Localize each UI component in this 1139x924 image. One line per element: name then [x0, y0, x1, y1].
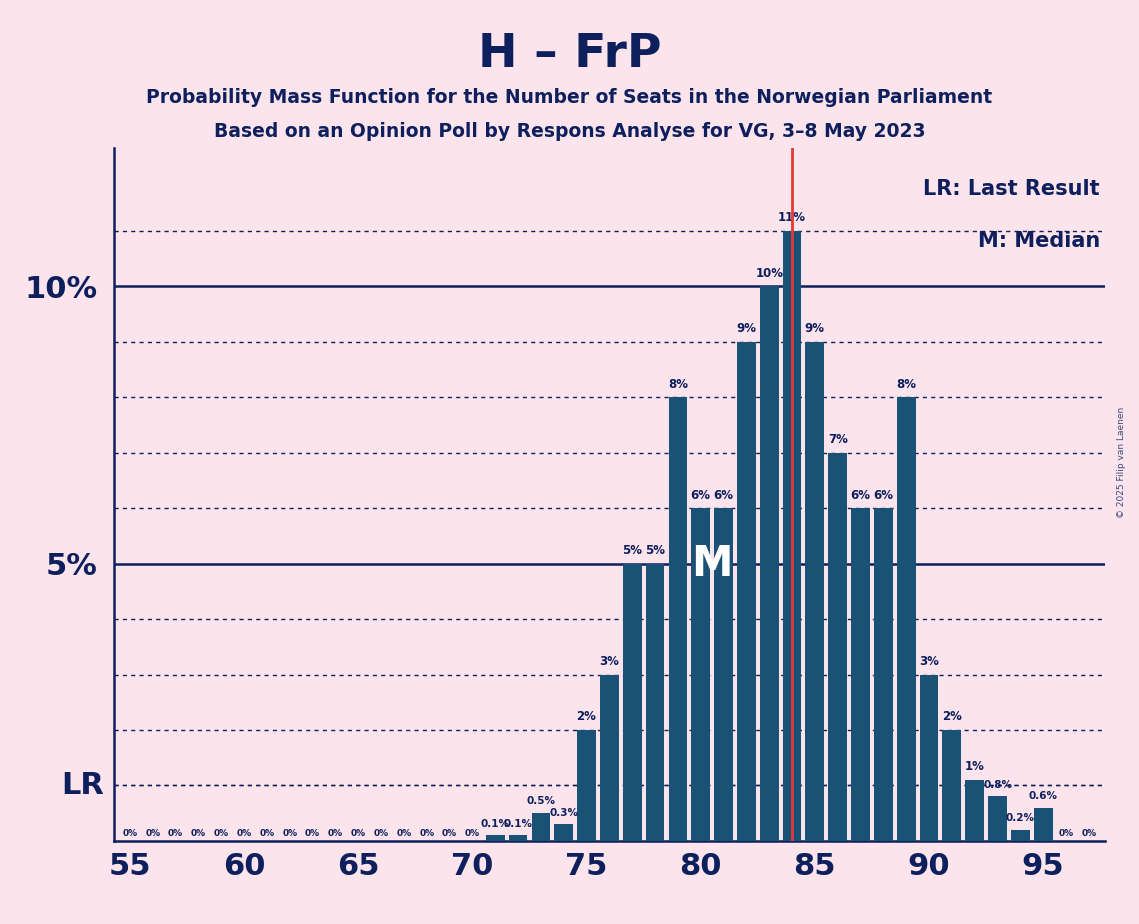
Bar	[691, 508, 710, 841]
Text: 0%: 0%	[374, 829, 388, 838]
Text: 5%: 5%	[622, 544, 642, 557]
Bar	[782, 231, 802, 841]
Bar	[737, 342, 755, 841]
Text: 9%: 9%	[736, 322, 756, 335]
Text: 0.8%: 0.8%	[983, 780, 1013, 790]
Text: 6%: 6%	[713, 489, 734, 502]
Text: 0%: 0%	[1058, 829, 1074, 838]
Text: 0%: 0%	[145, 829, 161, 838]
Bar	[989, 796, 1007, 841]
Text: © 2025 Filip van Laenen: © 2025 Filip van Laenen	[1117, 407, 1126, 517]
Text: 10%: 10%	[755, 267, 784, 280]
Text: 8%: 8%	[896, 378, 916, 391]
Text: 5%: 5%	[645, 544, 665, 557]
Bar	[509, 835, 527, 841]
Bar	[486, 835, 505, 841]
Text: 8%: 8%	[667, 378, 688, 391]
Text: 0.1%: 0.1%	[503, 819, 533, 829]
Text: 0%: 0%	[237, 829, 252, 838]
Text: 0%: 0%	[260, 829, 274, 838]
Text: 1%: 1%	[965, 760, 984, 773]
Text: 0%: 0%	[351, 829, 366, 838]
Text: 0%: 0%	[419, 829, 434, 838]
Text: 6%: 6%	[874, 489, 893, 502]
Text: 0%: 0%	[191, 829, 206, 838]
Text: 6%: 6%	[851, 489, 870, 502]
Text: H – FrP: H – FrP	[477, 32, 662, 78]
Text: 0.5%: 0.5%	[526, 796, 556, 807]
Text: 0%: 0%	[1081, 829, 1097, 838]
Text: 0%: 0%	[396, 829, 411, 838]
Bar	[851, 508, 870, 841]
Bar	[1011, 830, 1030, 841]
Text: 0.3%: 0.3%	[549, 808, 579, 818]
Bar	[623, 564, 641, 841]
Text: 0.1%: 0.1%	[481, 819, 510, 829]
Bar	[805, 342, 825, 841]
Bar	[874, 508, 893, 841]
Text: M: Median: M: Median	[977, 231, 1100, 251]
Text: 0.2%: 0.2%	[1006, 813, 1035, 823]
Text: 2%: 2%	[576, 711, 597, 723]
Text: Probability Mass Function for the Number of Seats in the Norwegian Parliament: Probability Mass Function for the Number…	[147, 88, 992, 107]
Text: 0%: 0%	[282, 829, 297, 838]
Bar	[760, 286, 779, 841]
Text: 6%: 6%	[690, 489, 711, 502]
Text: 0%: 0%	[214, 829, 229, 838]
Bar	[646, 564, 664, 841]
Text: 0%: 0%	[167, 829, 183, 838]
Text: 7%: 7%	[828, 433, 847, 446]
Bar	[942, 730, 961, 841]
Text: 2%: 2%	[942, 711, 961, 723]
Text: 0%: 0%	[122, 829, 138, 838]
Text: 9%: 9%	[805, 322, 825, 335]
Text: 3%: 3%	[599, 655, 620, 668]
Bar	[828, 453, 847, 841]
Bar	[532, 813, 550, 841]
Text: 3%: 3%	[919, 655, 939, 668]
Bar	[896, 397, 916, 841]
Bar	[966, 780, 984, 841]
Text: LR: Last Result: LR: Last Result	[924, 179, 1100, 199]
Text: M: M	[691, 542, 732, 585]
Bar	[600, 675, 618, 841]
Text: LR: LR	[62, 771, 104, 800]
Bar	[919, 675, 939, 841]
Bar	[577, 730, 596, 841]
Bar	[714, 508, 732, 841]
Text: 0%: 0%	[305, 829, 320, 838]
Text: 11%: 11%	[778, 212, 806, 225]
Bar	[555, 824, 573, 841]
Text: 0%: 0%	[328, 829, 343, 838]
Text: 0%: 0%	[442, 829, 457, 838]
Bar	[669, 397, 687, 841]
Text: 0.6%: 0.6%	[1029, 791, 1058, 801]
Text: 0%: 0%	[465, 829, 480, 838]
Bar	[1034, 808, 1052, 841]
Text: Based on an Opinion Poll by Respons Analyse for VG, 3–8 May 2023: Based on an Opinion Poll by Respons Anal…	[214, 122, 925, 141]
